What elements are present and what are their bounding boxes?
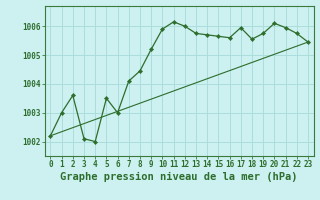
X-axis label: Graphe pression niveau de la mer (hPa): Graphe pression niveau de la mer (hPa) [60, 172, 298, 182]
